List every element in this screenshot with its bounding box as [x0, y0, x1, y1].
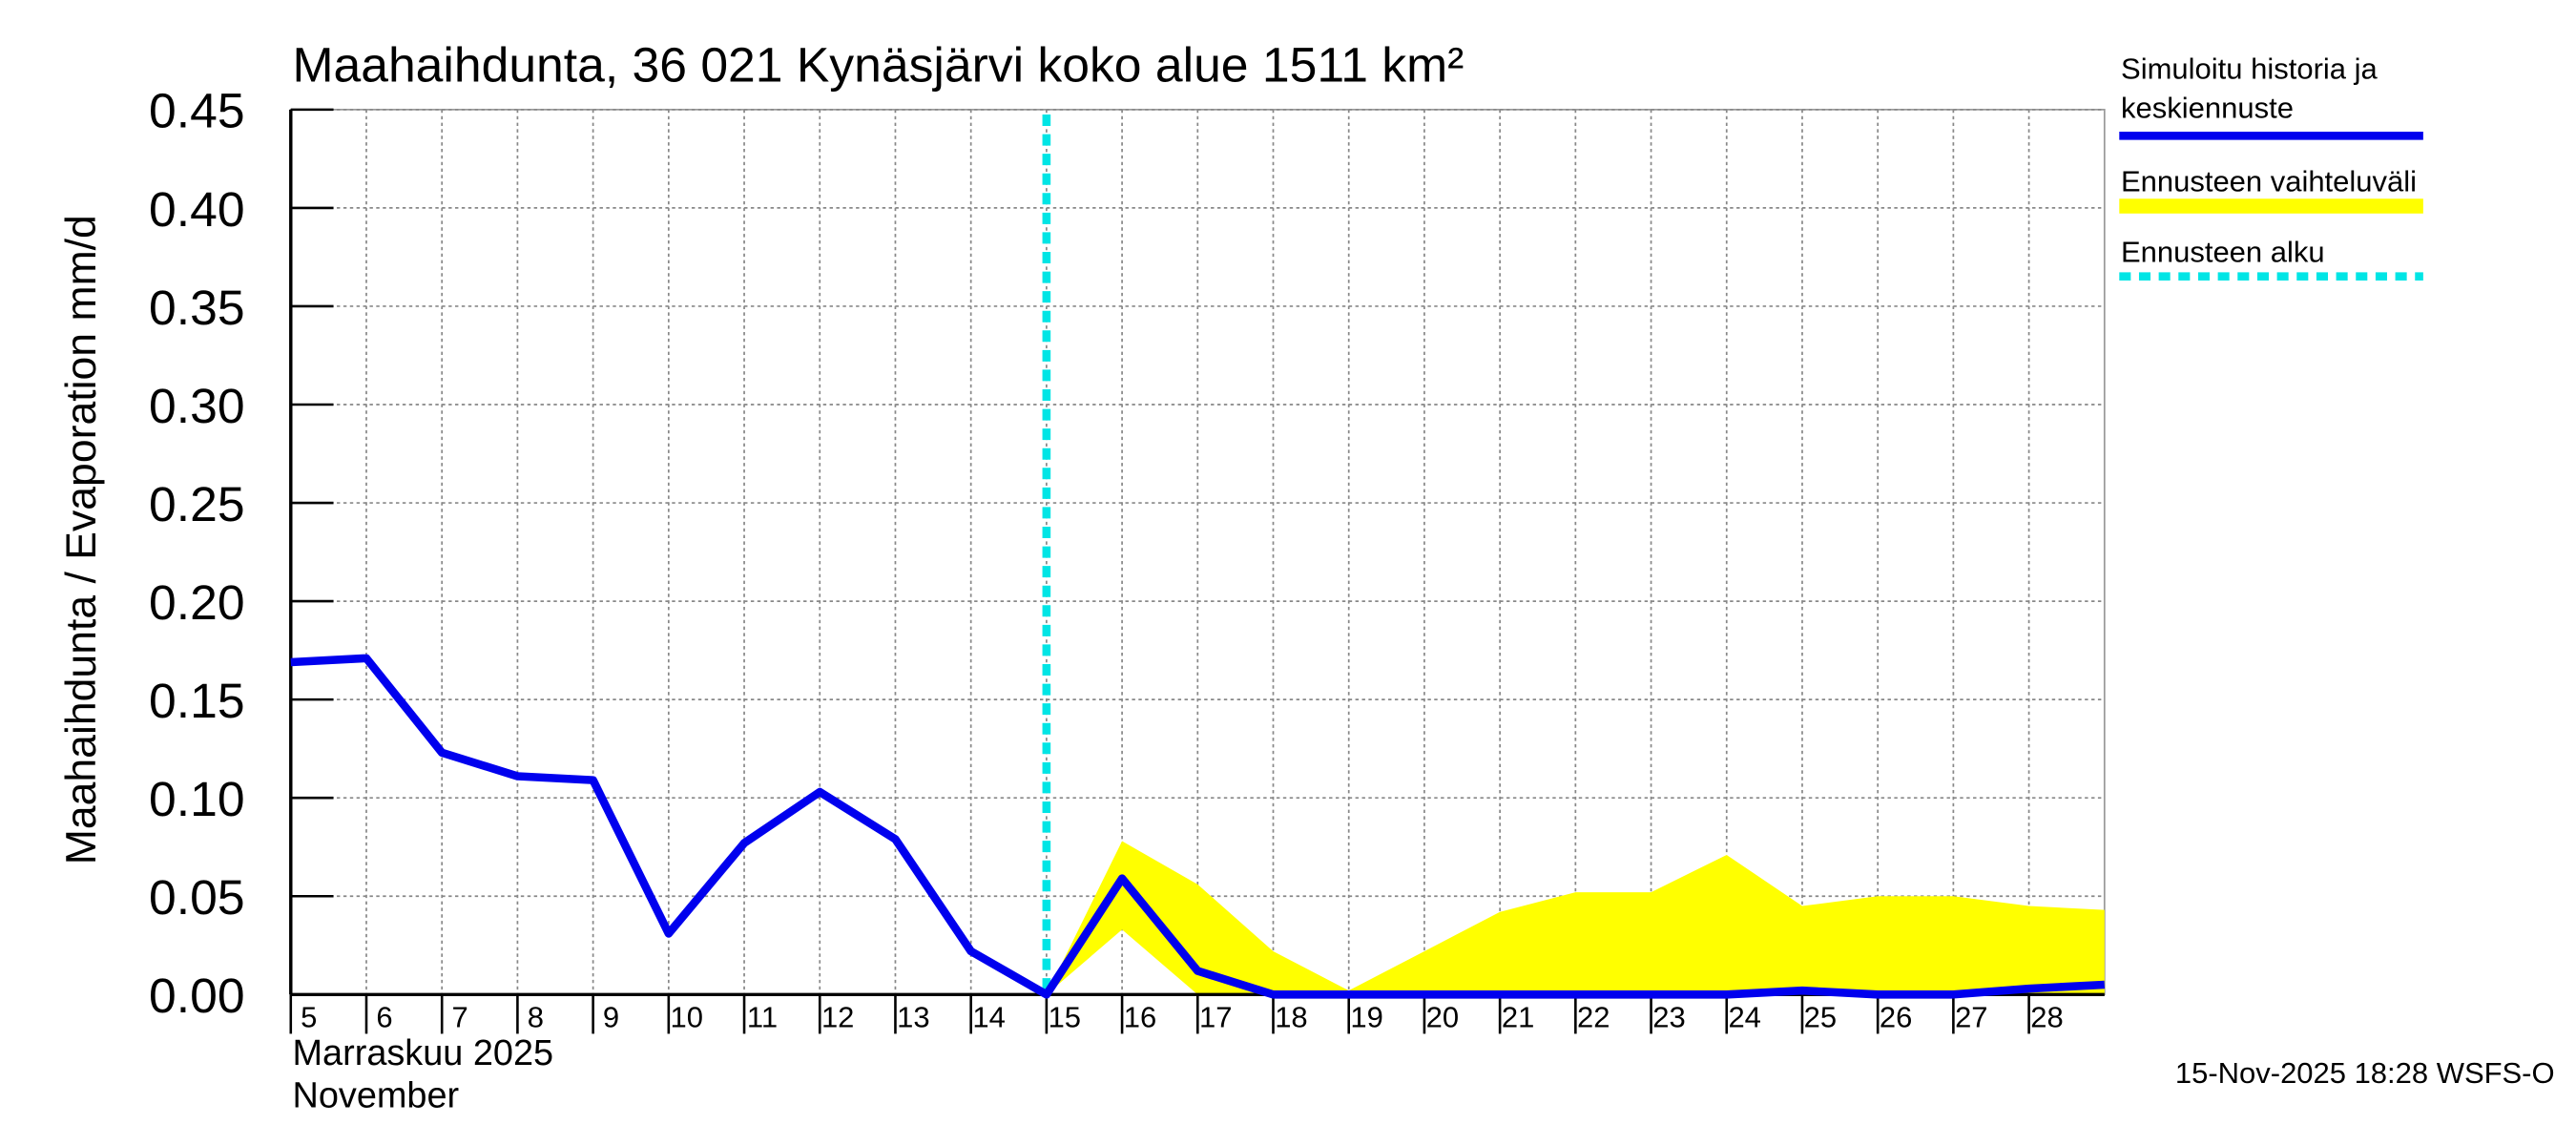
y-tick-label: 0.05 — [149, 869, 245, 925]
x-tick-label: 17 — [1199, 1001, 1232, 1034]
x-axis-label: November — [293, 1076, 460, 1116]
y-tick-label: 0.40 — [149, 181, 245, 237]
x-tick-label: 26 — [1880, 1001, 1912, 1034]
x-tick-label: 19 — [1350, 1001, 1382, 1034]
y-tick-label: 0.20 — [149, 574, 245, 630]
x-tick-label: 16 — [1124, 1001, 1156, 1034]
x-tick-label: 14 — [972, 1001, 1005, 1034]
y-tick-label: 0.30 — [149, 378, 245, 433]
y-tick-label: 0.10 — [149, 771, 245, 826]
x-tick-label: 9 — [603, 1001, 619, 1034]
x-tick-label: 23 — [1652, 1001, 1685, 1034]
y-tick-label: 0.00 — [149, 968, 245, 1023]
y-tick-label: 0.45 — [149, 83, 245, 138]
x-tick-label: 13 — [897, 1001, 929, 1034]
x-tick-label: 25 — [1804, 1001, 1837, 1034]
x-tick-label: 28 — [2030, 1001, 2063, 1034]
x-tick-label: 12 — [821, 1001, 854, 1034]
x-tick-label: 24 — [1728, 1001, 1760, 1034]
legend-label: Simuloitu historia ja keskiennuste — [2121, 52, 2378, 125]
x-tick-label: 6 — [376, 1001, 392, 1034]
chart-title: Maahaihdunta, 36 021 Kynäsjärvi koko alu… — [293, 37, 1465, 93]
forecast-range — [1046, 841, 2105, 995]
x-axis-label: Marraskuu 2025 — [293, 1033, 554, 1073]
x-tick-label: 18 — [1275, 1001, 1307, 1034]
x-tick-label: 27 — [1955, 1001, 1987, 1034]
x-tick-label: 10 — [671, 1001, 703, 1034]
x-tick-label: 7 — [452, 1001, 468, 1034]
footer: 15-Nov-2025 18:28 WSFS-O — [2175, 1056, 2555, 1090]
x-tick-label: 20 — [1426, 1001, 1459, 1034]
y-tick-label: 0.35 — [149, 280, 245, 335]
x-tick-label: 8 — [528, 1001, 544, 1034]
y-axis-label: Maahaihdunta / Evaporation mm/d — [58, 215, 105, 864]
legend-label: Ennusteen vaihteluväli — [2121, 165, 2417, 198]
y-tick-label: 0.15 — [149, 673, 245, 728]
y-tick-label: 0.25 — [149, 476, 245, 531]
legend-label: Ennusteen alku — [2121, 235, 2325, 268]
x-tick-label: 15 — [1049, 1001, 1081, 1034]
x-tick-label: 5 — [301, 1001, 317, 1034]
legend-label-box: Simuloitu historia ja keskiennuste — [2121, 52, 2378, 125]
series-line — [290, 654, 2106, 999]
x-tick-label: 22 — [1577, 1001, 1610, 1034]
x-tick-label: 11 — [747, 1001, 778, 1034]
x-tick-label: 21 — [1502, 1001, 1534, 1034]
